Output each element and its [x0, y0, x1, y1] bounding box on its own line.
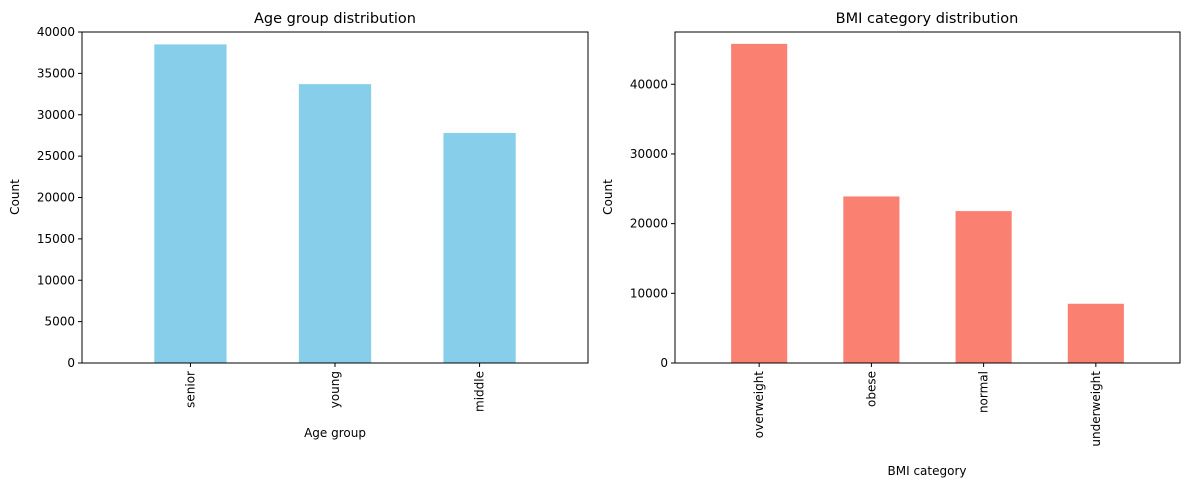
y-tick-label: 25000	[37, 149, 75, 163]
y-tick-label: 40000	[630, 77, 668, 91]
bar-underweight	[1067, 303, 1124, 363]
bar-young	[298, 84, 372, 363]
y-tick-label: 20000	[37, 191, 75, 205]
chart-bmi-category: BMI category distribution 0 10000 20000 300…	[601, 11, 1181, 478]
x-axis: overweight obese normal underweight	[752, 363, 1103, 447]
bar-overweight	[731, 43, 788, 364]
plot-frame	[674, 31, 1181, 364]
chart-age-group: Age group distribution 0 5000 10000 15000 20…	[8, 11, 589, 440]
x-tick-label: underweight	[1089, 371, 1103, 447]
plot-frame	[81, 31, 589, 364]
y-tick-label: 30000	[37, 108, 75, 122]
y-axis-label: Count	[8, 179, 22, 215]
bars-group	[731, 43, 1124, 364]
y-tick-label: 10000	[630, 286, 668, 300]
x-tick-label: normal	[977, 371, 991, 413]
x-tick-label: young	[328, 371, 342, 408]
y-tick-label: 0	[660, 356, 668, 370]
x-tick-label: obese	[864, 371, 878, 407]
y-tick-label: 15000	[37, 232, 75, 246]
chart-title: Age group distribution	[254, 11, 416, 27]
x-tick-label: middle	[473, 371, 487, 412]
x-tick-label: senior	[183, 371, 197, 408]
bar-obese	[843, 196, 900, 363]
chart-title: BMI category distribution	[836, 11, 1019, 27]
bar-senior	[154, 44, 227, 363]
y-axis: 0 5000 10000 15000 20000 25000 30000 35000 40000	[37, 25, 82, 370]
y-tick-label: 0	[67, 356, 75, 370]
bar-middle	[443, 132, 516, 363]
x-axis-label: Age group	[304, 426, 366, 440]
bars-group	[154, 44, 516, 363]
x-axis-label: BMI category	[888, 464, 967, 478]
y-tick-label: 30000	[630, 147, 668, 161]
y-tick-label: 40000	[37, 25, 75, 39]
y-axis: 0 10000 20000 30000 40000	[630, 77, 675, 370]
y-axis-label: Count	[601, 179, 615, 215]
y-tick-label: 5000	[44, 315, 75, 329]
y-tick-label: 10000	[37, 273, 75, 287]
x-tick-label: overweight	[752, 371, 766, 439]
y-tick-label: 20000	[630, 217, 668, 231]
x-axis: senior young middle	[183, 363, 487, 412]
bar-normal	[955, 211, 1012, 363]
y-tick-label: 35000	[37, 66, 75, 80]
